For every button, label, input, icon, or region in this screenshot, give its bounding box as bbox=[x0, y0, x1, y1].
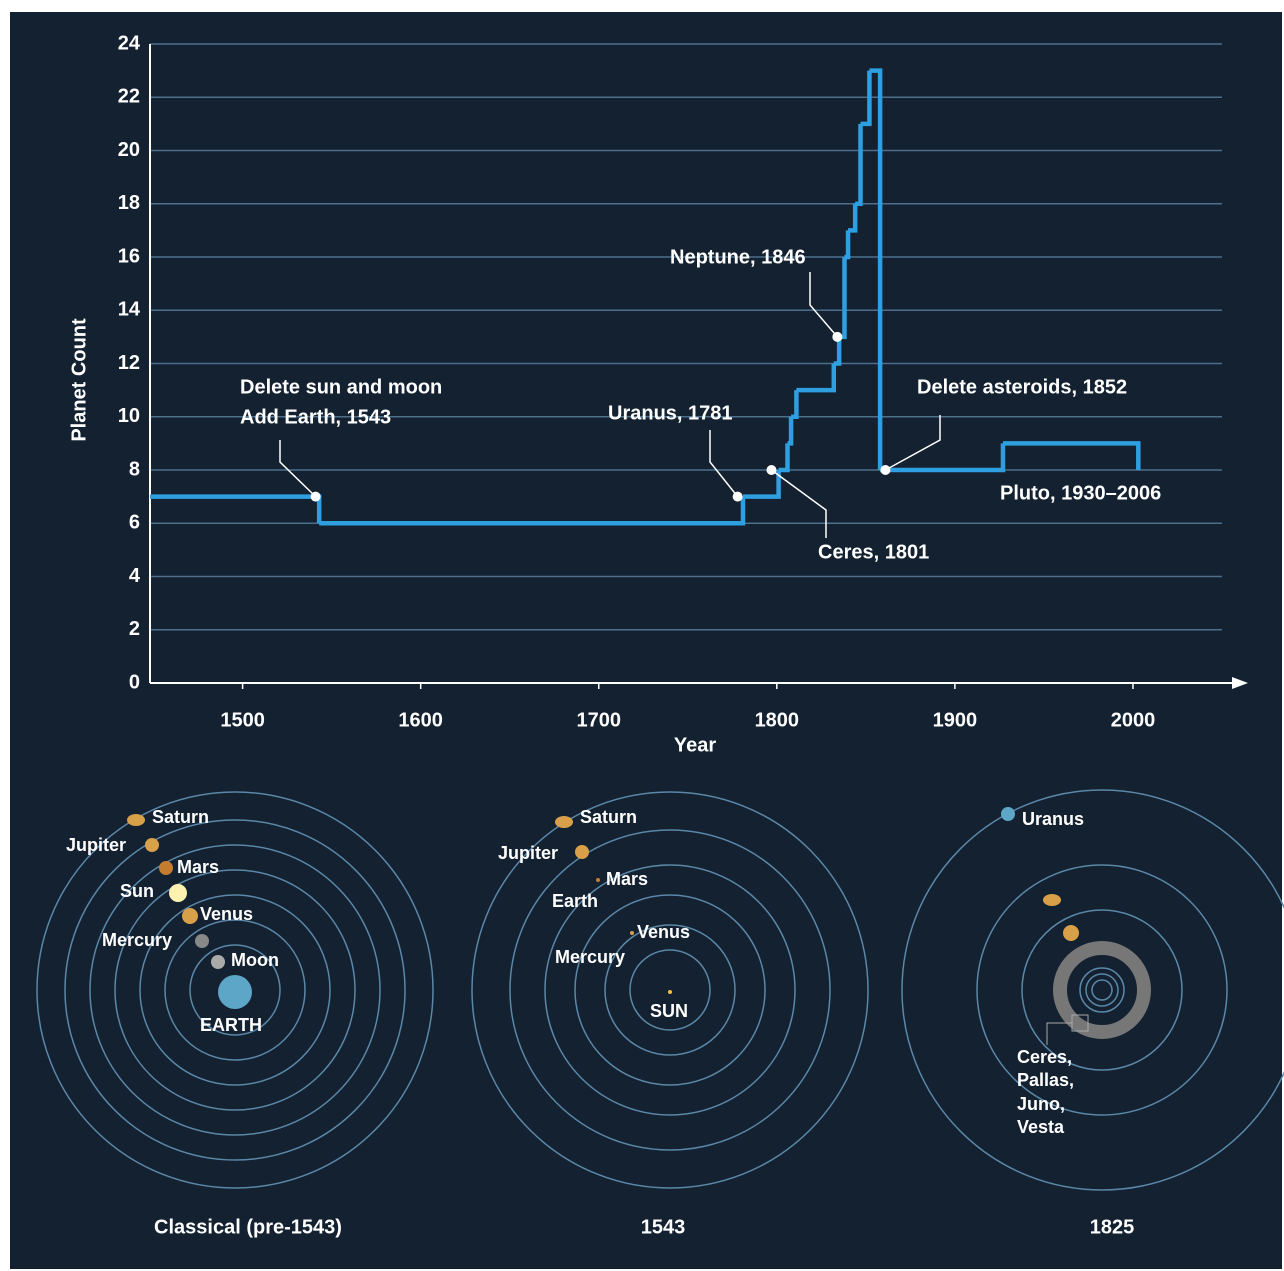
background bbox=[10, 12, 1282, 1269]
planet-label: Ceres, bbox=[1017, 1047, 1072, 1067]
y-tick-label: 24 bbox=[118, 32, 141, 54]
y-tick-label: 4 bbox=[129, 565, 141, 587]
planet-label: Saturn bbox=[580, 807, 637, 827]
y-tick-label: 14 bbox=[118, 299, 141, 321]
planet-label: Jupiter bbox=[498, 843, 558, 863]
step-segment bbox=[778, 443, 790, 473]
y-tick-label: 8 bbox=[129, 458, 140, 480]
planet-label: SUN bbox=[650, 1001, 688, 1021]
planet-label: Venus bbox=[200, 904, 253, 924]
step-segment bbox=[787, 416, 794, 446]
step-segment bbox=[319, 496, 746, 526]
annotation: Neptune, 1846 bbox=[670, 246, 806, 268]
x-axis-label: Year bbox=[674, 734, 716, 756]
step-segment bbox=[848, 203, 858, 233]
y-tick-label: 16 bbox=[118, 245, 140, 267]
annotation-point bbox=[832, 331, 843, 342]
step-segment bbox=[880, 443, 1006, 473]
planet-label: Saturn bbox=[152, 807, 209, 827]
annotation: Uranus, 1781 bbox=[608, 402, 733, 424]
leader-line bbox=[771, 469, 827, 538]
leader-line bbox=[809, 272, 838, 338]
x-tick-label: 2000 bbox=[1111, 709, 1156, 731]
leader-line bbox=[885, 415, 941, 471]
x-tick-label: 1800 bbox=[755, 709, 800, 731]
planet-label: Juno, bbox=[1017, 1094, 1065, 1114]
x-tick-label: 1700 bbox=[576, 709, 621, 731]
x-tick-label: 1500 bbox=[220, 709, 265, 731]
planet-label: Mars bbox=[606, 869, 648, 889]
planet-label: Mars bbox=[177, 857, 219, 877]
x-axis-arrow bbox=[1232, 677, 1248, 689]
step-segment bbox=[791, 390, 799, 419]
annotation-point bbox=[880, 465, 891, 475]
leader-line bbox=[709, 430, 739, 498]
step-segment bbox=[1002, 441, 1141, 470]
planet-label: Venus bbox=[637, 922, 690, 942]
x-tick-label: 1900 bbox=[933, 709, 978, 731]
y-tick-label: 22 bbox=[118, 86, 140, 108]
annotation: Pluto, 1930–2006 bbox=[1000, 482, 1161, 504]
diagram-1543: Saturn Jupiter Mars Earth Venus Mercury … bbox=[471, 791, 869, 1238]
annotation: Delete asteroids, 1852 bbox=[917, 376, 1127, 398]
y-tick-label: 18 bbox=[118, 192, 140, 214]
step-segment bbox=[869, 68, 883, 470]
y-tick-label: 12 bbox=[118, 352, 140, 374]
planet-label: Vesta bbox=[1017, 1117, 1065, 1137]
y-axis-label: Planet Count bbox=[68, 318, 90, 442]
annotation: Ceres, 1801 bbox=[818, 541, 929, 563]
planet-label: Mercury bbox=[555, 947, 625, 967]
y-tick-label: 0 bbox=[129, 671, 140, 693]
planet-label: Pallas, bbox=[1017, 1070, 1074, 1090]
diagram-title: 1543 bbox=[641, 1216, 686, 1238]
step-segment bbox=[833, 336, 842, 366]
planet-label: Moon bbox=[231, 950, 279, 970]
step-segment bbox=[796, 363, 837, 393]
planet-label: Sun bbox=[120, 881, 154, 901]
y-tick-label: 10 bbox=[118, 405, 140, 427]
step-segment bbox=[855, 123, 863, 206]
planet-label: Uranus bbox=[1022, 809, 1084, 829]
planet-label: EARTH bbox=[200, 1015, 262, 1035]
planet-label: Mercury bbox=[102, 930, 172, 950]
diagram-title: Classical (pre-1543) bbox=[154, 1216, 342, 1238]
annotation: Add Earth, 1543 bbox=[240, 406, 391, 428]
step-segment bbox=[742, 470, 781, 499]
diagram-1825: Uranus Ceres, Pallas, Juno, Vesta 1825 bbox=[901, 789, 1284, 1238]
x-tick-label: 1600 bbox=[398, 709, 443, 731]
diagram-title: 1825 bbox=[1090, 1216, 1135, 1238]
diagram-classical: Saturn Jupiter Mars Sun Venus Mercury Mo… bbox=[36, 791, 434, 1238]
y-tick-label: 6 bbox=[129, 512, 140, 534]
annotation-point bbox=[766, 465, 777, 475]
step-segment bbox=[860, 70, 872, 127]
annotation-point bbox=[732, 491, 743, 502]
leader-line bbox=[279, 440, 317, 498]
planet-label: Jupiter bbox=[66, 835, 126, 855]
step-segment bbox=[844, 230, 851, 260]
annotation: Delete sun and moon bbox=[240, 376, 442, 398]
y-tick-label: 20 bbox=[118, 139, 140, 161]
planet-label: Earth bbox=[552, 891, 598, 911]
annotation-point bbox=[310, 491, 321, 502]
y-tick-label: 2 bbox=[129, 618, 140, 640]
